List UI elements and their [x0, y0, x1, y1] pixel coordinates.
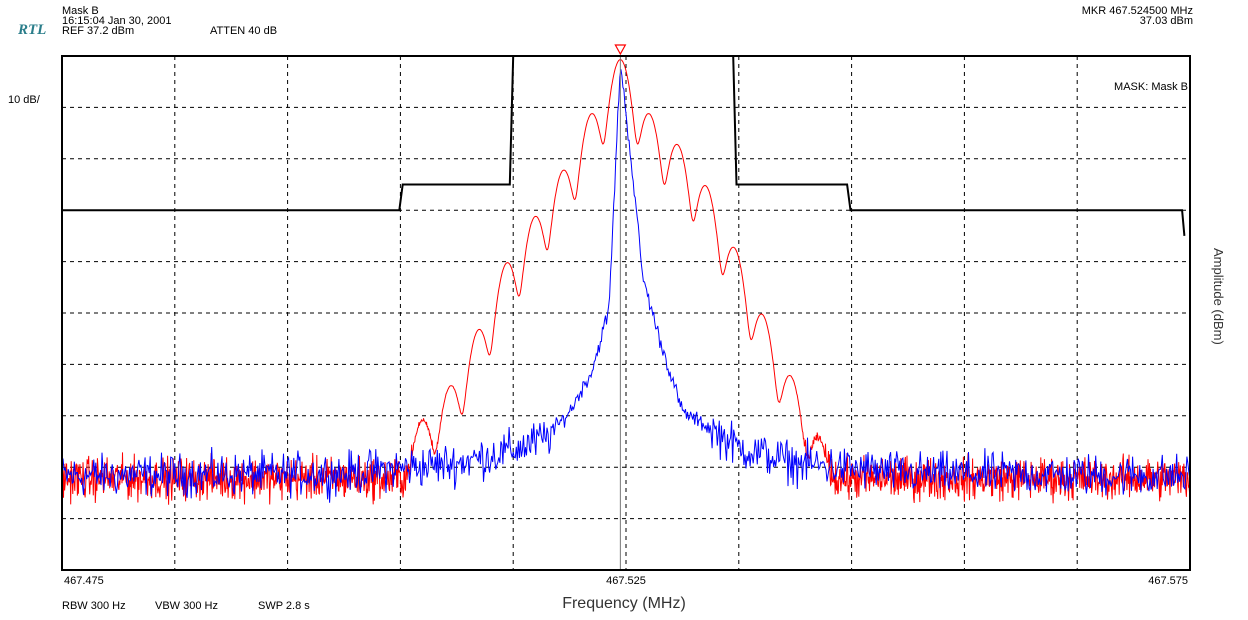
marker-triangle-icon [614, 44, 627, 56]
red-trace [61, 59, 1191, 505]
attenuation: ATTEN 40 dB [210, 25, 278, 37]
x-axis-label: Frequency (MHz) [562, 595, 686, 612]
vbw-setting: VBW 300 Hz [155, 600, 218, 612]
marker-amplitude: 37.03 dBm [1139, 15, 1193, 27]
mask-title: Mask B [62, 5, 99, 17]
plot-frame [61, 55, 1191, 571]
timestamp: 16:15:04 Jan 30, 2001 [62, 15, 172, 27]
x-tick-label: 467.575 [1148, 575, 1188, 587]
x-tick-label: 467.475 [64, 575, 104, 587]
y-axis-label: Amplitude (dBm) [1211, 248, 1226, 345]
mask-limit-line [62, 55, 1186, 236]
x-tick-label: 467.525 [606, 575, 646, 587]
grid [62, 56, 1190, 570]
mask-label: MASK: Mask B [1114, 81, 1188, 93]
rbw-setting: RBW 300 Hz [62, 600, 126, 612]
marker-frequency: MKR 467.524500 MHz [1081, 5, 1193, 17]
scale-per-division: 10 dB/ [8, 94, 40, 106]
reference-level: REF 37.2 dBm [62, 25, 135, 37]
blue-trace [61, 69, 1191, 503]
sweep-time: SWP 2.8 s [258, 600, 310, 612]
rtl-logo: RTL [18, 22, 47, 38]
